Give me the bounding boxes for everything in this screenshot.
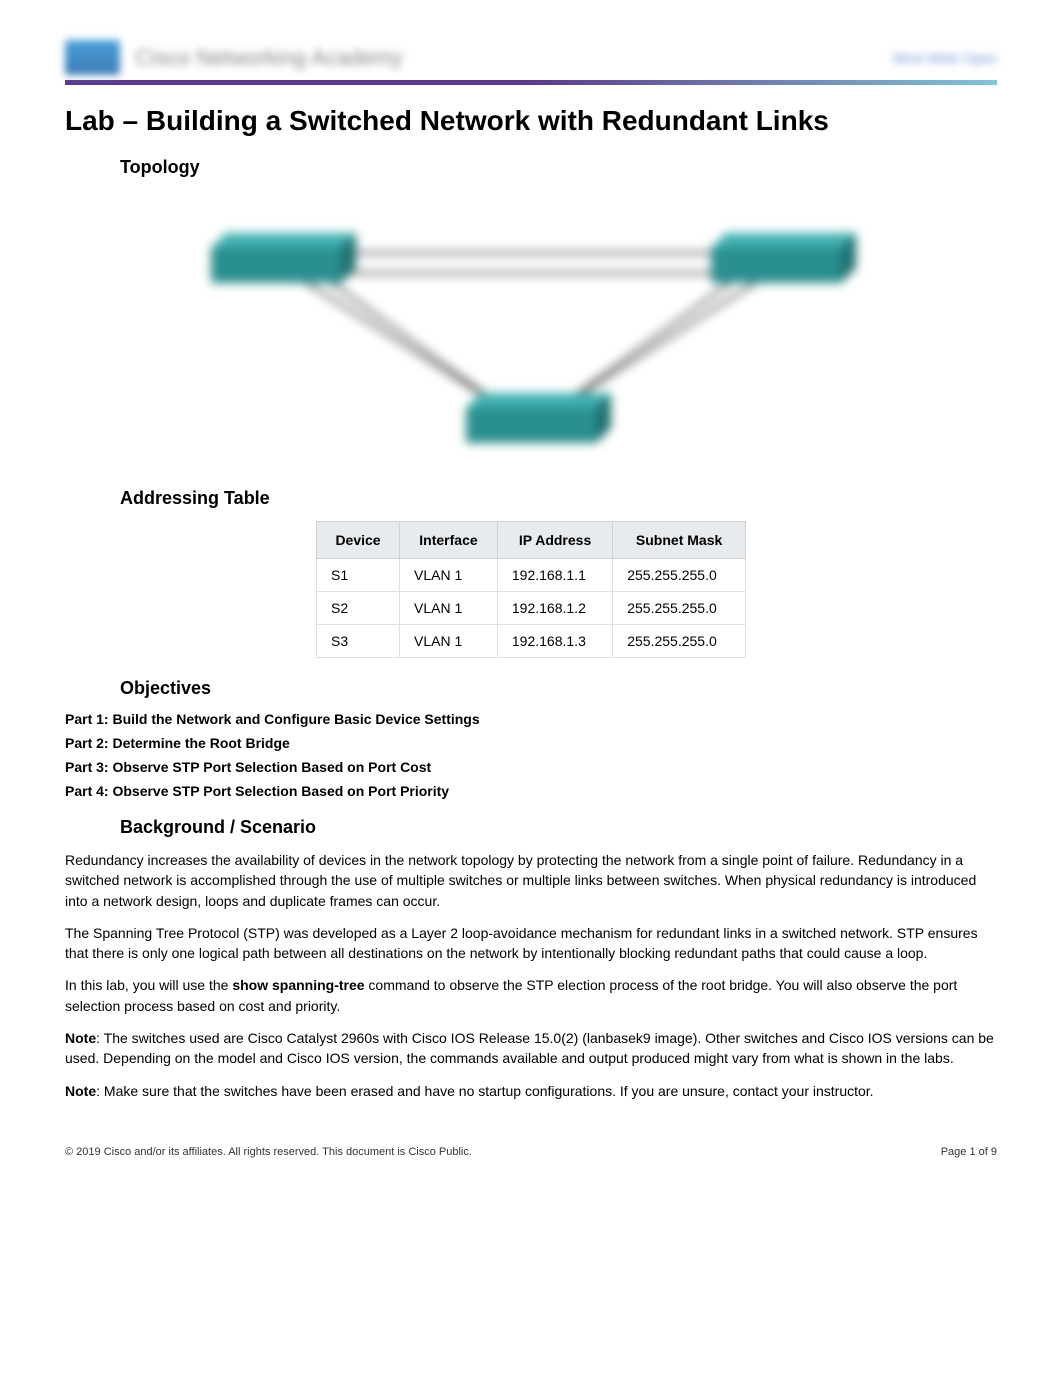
col-mask: Subnet Mask [613, 522, 746, 559]
table-cell: S3 [317, 625, 400, 658]
table-row: S3VLAN 1192.168.1.3255.255.255.0 [317, 625, 746, 658]
footer: © 2019 Cisco and/or its affiliates. All … [65, 1136, 997, 1158]
switch-s2-icon [711, 233, 856, 283]
table-cell: S1 [317, 559, 400, 592]
para3-pre: In this lab, you will use the [65, 977, 232, 993]
table-cell: S2 [317, 592, 400, 625]
background-note1: Note: The switches used are Cisco Cataly… [65, 1028, 997, 1069]
header-tagline: Mind Wide Open [893, 50, 997, 66]
note1-label: Note [65, 1030, 96, 1046]
table-row: S2VLAN 1192.168.1.2255.255.255.0 [317, 592, 746, 625]
topology-svg [171, 193, 891, 463]
col-device: Device [317, 522, 400, 559]
switch-s1-icon [211, 233, 356, 283]
table-header-row: Device Interface IP Address Subnet Mask [317, 522, 746, 559]
background-para3: In this lab, you will use the show spann… [65, 975, 997, 1016]
background-para2: The Spanning Tree Protocol (STP) was dev… [65, 923, 997, 964]
table-cell: 255.255.255.0 [613, 625, 746, 658]
show-spanning-tree-cmd: show spanning-tree [232, 977, 364, 993]
logo-text: Cisco Networking Academy [135, 45, 403, 71]
note1-text: : The switches used are Cisco Catalyst 2… [65, 1030, 994, 1066]
objective-part: Part 1: Build the Network and Configure … [65, 711, 997, 727]
switch-s3-icon [466, 393, 611, 443]
note2-text: : Make sure that the switches have been … [96, 1083, 873, 1099]
table-cell: 255.255.255.0 [613, 559, 746, 592]
background-note2: Note: Make sure that the switches have b… [65, 1081, 997, 1101]
table-row: S1VLAN 1192.168.1.1255.255.255.0 [317, 559, 746, 592]
col-ip: IP Address [497, 522, 612, 559]
objectives-list: Part 1: Build the Network and Configure … [65, 711, 997, 799]
col-interface: Interface [400, 522, 498, 559]
addressing-table: Device Interface IP Address Subnet Mask … [316, 521, 746, 658]
table-cell: VLAN 1 [400, 625, 498, 658]
topology-diagram [65, 193, 997, 463]
page-number: Page 1 of 9 [941, 1146, 997, 1158]
background-para1: Redundancy increases the availability of… [65, 850, 997, 911]
topology-heading: Topology [120, 157, 997, 178]
objective-part: Part 2: Determine the Root Bridge [65, 735, 997, 751]
background-heading: Background / Scenario [120, 817, 997, 838]
objective-part: Part 4: Observe STP Port Selection Based… [65, 783, 997, 799]
objectives-heading: Objectives [120, 678, 997, 699]
objective-part: Part 3: Observe STP Port Selection Based… [65, 759, 997, 775]
table-cell: 192.168.1.2 [497, 592, 612, 625]
cisco-logo-icon [65, 40, 120, 75]
header-divider [65, 80, 997, 85]
table-cell: 192.168.1.3 [497, 625, 612, 658]
addressing-heading: Addressing Table [120, 488, 997, 509]
note2-label: Note [65, 1083, 96, 1099]
table-cell: VLAN 1 [400, 592, 498, 625]
copyright: © 2019 Cisco and/or its affiliates. All … [65, 1146, 472, 1158]
table-cell: VLAN 1 [400, 559, 498, 592]
page-title: Lab – Building a Switched Network with R… [65, 105, 997, 137]
header: Cisco Networking Academy Mind Wide Open [65, 30, 997, 80]
table-cell: 192.168.1.1 [497, 559, 612, 592]
logo-area: Cisco Networking Academy [65, 40, 403, 75]
table-cell: 255.255.255.0 [613, 592, 746, 625]
